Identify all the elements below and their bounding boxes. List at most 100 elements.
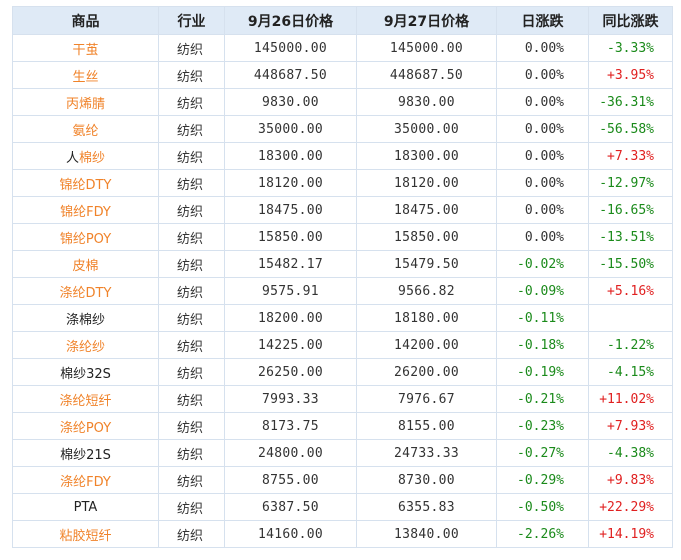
commodity-name[interactable]: 涤纶POY: [12, 412, 159, 440]
commodity-name[interactable]: 锦纶DTY: [12, 169, 159, 197]
header-price-sep27: 9月27日价格: [356, 6, 497, 35]
table-row: 生丝 纺织 448687.50 448687.50 0.00% +3.95%: [12, 61, 673, 89]
price-sep27-cell: 8730.00: [356, 466, 497, 494]
industry-cell: 纺织: [158, 412, 225, 440]
industry-cell: 纺织: [158, 223, 225, 251]
price-sep27-cell: 18180.00: [356, 304, 497, 332]
table-row: 干茧 纺织 145000.00 145000.00 0.00% -3.33%: [12, 34, 673, 62]
price-sep27-cell: 448687.50: [356, 61, 497, 89]
commodity-name[interactable]: 粘胶短纤: [12, 520, 159, 548]
table-body: 干茧 纺织 145000.00 145000.00 0.00% -3.33% 生丝 纺织 448…: [12, 34, 673, 548]
yoy-change-cell: -4.38%: [588, 439, 673, 467]
commodity-name[interactable]: 涤纶纱: [12, 331, 159, 359]
commodity-name[interactable]: 干茧: [12, 34, 159, 62]
yoy-change-cell: -56.58%: [588, 115, 673, 143]
price-sep26-cell: 35000.00: [224, 115, 357, 143]
price-sep26-cell: 9575.91: [224, 277, 357, 305]
industry-cell: 纺织: [158, 439, 225, 467]
commodity-name: 棉纱32S: [12, 358, 159, 386]
yoy-change-cell: -3.33%: [588, 34, 673, 62]
header-industry: 行业: [158, 6, 225, 35]
table-row: 涤纶POY 纺织 8173.75 8155.00 -0.23% +7.93%: [12, 412, 673, 440]
day-change-cell: 0.00%: [496, 223, 589, 251]
day-change-cell: -0.11%: [496, 304, 589, 332]
commodity-price-table: 商品 行业 9月26日价格 9月27日价格 日涨跌 同比涨跌 干茧 纺织 14500…: [12, 6, 673, 548]
price-sep27-cell: 35000.00: [356, 115, 497, 143]
industry-cell: 纺织: [158, 277, 225, 305]
commodity-name[interactable]: 涤纶FDY: [12, 466, 159, 494]
price-sep27-cell: 26200.00: [356, 358, 497, 386]
header-yoy-change: 同比涨跌: [588, 6, 673, 35]
price-sep27-cell: 24733.33: [356, 439, 497, 467]
industry-cell: 纺织: [158, 34, 225, 62]
price-sep26-cell: 8755.00: [224, 466, 357, 494]
price-sep26-cell: 145000.00: [224, 34, 357, 62]
price-sep27-cell: 9830.00: [356, 88, 497, 116]
table-row: 氨纶 纺织 35000.00 35000.00 0.00% -56.58%: [12, 115, 673, 143]
day-change-cell: 0.00%: [496, 196, 589, 224]
commodity-name[interactable]: 皮棉: [12, 250, 159, 278]
price-sep26-cell: 18475.00: [224, 196, 357, 224]
header-row: 商品 行业 9月26日价格 9月27日价格 日涨跌 同比涨跌: [12, 6, 673, 35]
yoy-change-cell: +14.19%: [588, 520, 673, 548]
commodity-name[interactable]: 氨纶: [12, 115, 159, 143]
industry-cell: 纺织: [158, 169, 225, 197]
industry-cell: 纺织: [158, 331, 225, 359]
yoy-change-cell: +5.16%: [588, 277, 673, 305]
price-sep26-cell: 9830.00: [224, 88, 357, 116]
commodity-name: 涤棉纱: [12, 304, 159, 332]
price-sep26-cell: 15850.00: [224, 223, 357, 251]
commodity-name[interactable]: 生丝: [12, 61, 159, 89]
day-change-cell: 0.00%: [496, 88, 589, 116]
price-sep27-cell: 8155.00: [356, 412, 497, 440]
yoy-change-cell: +7.33%: [588, 142, 673, 170]
industry-cell: 纺织: [158, 466, 225, 494]
price-sep27-cell: 13840.00: [356, 520, 497, 548]
day-change-cell: -0.50%: [496, 493, 589, 521]
table-row: 锦纶DTY 纺织 18120.00 18120.00 0.00% -12.97%: [12, 169, 673, 197]
yoy-change-cell: -1.22%: [588, 331, 673, 359]
price-sep26-cell: 448687.50: [224, 61, 357, 89]
commodity-name[interactable]: 人棉纱: [12, 142, 159, 170]
commodity-name[interactable]: 涤纶DTY: [12, 277, 159, 305]
header-name: 商品: [12, 6, 159, 35]
table-row: 锦纶POY 纺织 15850.00 15850.00 0.00% -13.51%: [12, 223, 673, 251]
day-change-cell: -0.29%: [496, 466, 589, 494]
table-row: 涤纶短纤 纺织 7993.33 7976.67 -0.21% +11.02%: [12, 385, 673, 413]
yoy-change-cell: +9.83%: [588, 466, 673, 494]
day-change-cell: 0.00%: [496, 142, 589, 170]
price-sep27-cell: 9566.82: [356, 277, 497, 305]
industry-cell: 纺织: [158, 88, 225, 116]
yoy-change-cell: [588, 304, 673, 332]
commodity-name[interactable]: 涤纶短纤: [12, 385, 159, 413]
table-row: 棉纱32S 纺织 26250.00 26200.00 -0.19% -4.15%: [12, 358, 673, 386]
yoy-change-cell: -4.15%: [588, 358, 673, 386]
price-sep27-cell: 6355.83: [356, 493, 497, 521]
industry-cell: 纺织: [158, 385, 225, 413]
day-change-cell: 0.00%: [496, 169, 589, 197]
commodity-name[interactable]: 锦纶POY: [12, 223, 159, 251]
day-change-cell: -0.02%: [496, 250, 589, 278]
industry-cell: 纺织: [158, 493, 225, 521]
commodity-name[interactable]: 锦纶FDY: [12, 196, 159, 224]
price-sep26-cell: 15482.17: [224, 250, 357, 278]
price-sep26-cell: 24800.00: [224, 439, 357, 467]
yoy-change-cell: +7.93%: [588, 412, 673, 440]
day-change-cell: 0.00%: [496, 34, 589, 62]
table-header: 商品 行业 9月26日价格 9月27日价格 日涨跌 同比涨跌: [12, 6, 673, 35]
day-change-cell: -0.21%: [496, 385, 589, 413]
price-sep26-cell: 18120.00: [224, 169, 357, 197]
day-change-cell: -0.18%: [496, 331, 589, 359]
price-sep27-cell: 18475.00: [356, 196, 497, 224]
table-row: 涤纶纱 纺织 14225.00 14200.00 -0.18% -1.22%: [12, 331, 673, 359]
commodity-name-link[interactable]: 棉纱: [79, 150, 106, 166]
price-sep27-cell: 15850.00: [356, 223, 497, 251]
header-price-sep26: 9月26日价格: [224, 6, 357, 35]
table-row: 锦纶FDY 纺织 18475.00 18475.00 0.00% -16.65%: [12, 196, 673, 224]
commodity-name[interactable]: 丙烯腈: [12, 88, 159, 116]
table-row: 粘胶短纤 纺织 14160.00 13840.00 -2.26% +14.19%: [12, 520, 673, 548]
table-row: 涤棉纱 纺织 18200.00 18180.00 -0.11%: [12, 304, 673, 332]
yoy-change-cell: +3.95%: [588, 61, 673, 89]
table-row: 涤纶DTY 纺织 9575.91 9566.82 -0.09% +5.16%: [12, 277, 673, 305]
yoy-change-cell: -16.65%: [588, 196, 673, 224]
